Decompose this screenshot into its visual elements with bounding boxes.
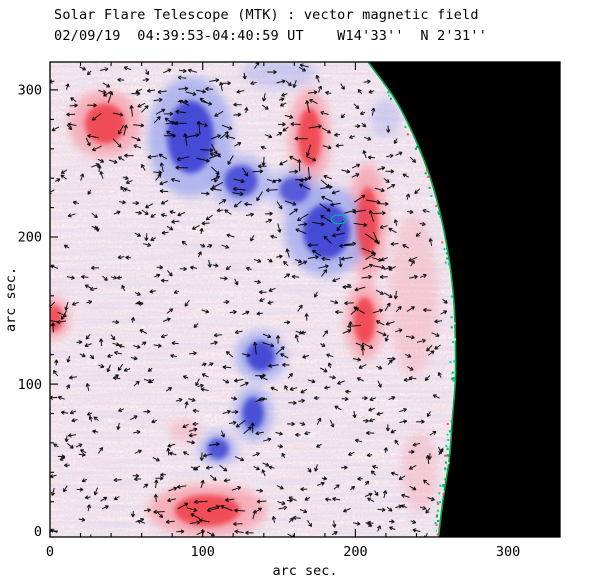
y-axis-label: arc sec. <box>3 267 19 332</box>
axis-ticks <box>49 62 560 537</box>
field-contour <box>330 214 347 225</box>
x-tick-label: 200 <box>343 544 367 560</box>
figure-subtitle: 02/09/19 04:39:53-04:40:59 UT W14'33'' N… <box>54 28 488 44</box>
y-tick-label: 0 <box>34 524 42 540</box>
y-tick-label: 300 <box>18 83 42 99</box>
vector-field-arrows <box>50 62 448 537</box>
x-tick-label: 300 <box>496 544 520 560</box>
plot-frame <box>49 61 561 538</box>
figure-title: Solar Flare Telescope (MTK) : vector mag… <box>54 7 479 23</box>
x-axis-label: arc sec. <box>272 563 337 579</box>
x-tick-label: 100 <box>191 544 215 560</box>
x-tick-label: 0 <box>46 544 54 560</box>
off-limb-black-region <box>369 62 560 537</box>
limb-speckles <box>387 91 457 536</box>
y-tick-label: 100 <box>18 377 42 393</box>
y-tick-label: 200 <box>18 230 42 246</box>
tick-labels: 0 100 200 300 0 100 200 300 <box>18 83 521 560</box>
